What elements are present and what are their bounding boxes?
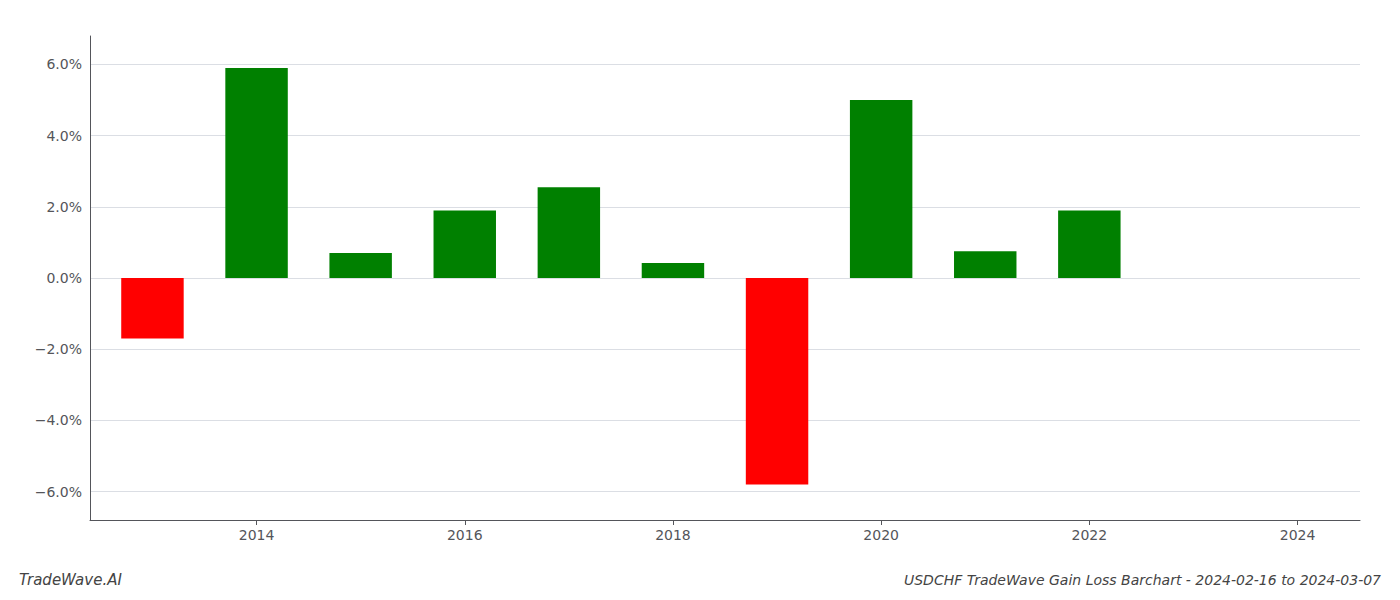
svg-text:4.0%: 4.0%	[46, 128, 82, 144]
svg-text:2016: 2016	[447, 527, 483, 543]
svg-text:2022: 2022	[1072, 527, 1108, 543]
svg-text:−4.0%: −4.0%	[35, 412, 82, 428]
svg-text:2018: 2018	[655, 527, 691, 543]
svg-text:USDCHF TradeWave Gain Loss Bar: USDCHF TradeWave Gain Loss Barchart - 20…	[904, 572, 1381, 588]
svg-text:6.0%: 6.0%	[46, 56, 82, 72]
svg-text:2024: 2024	[1280, 527, 1316, 543]
svg-text:−6.0%: −6.0%	[35, 484, 82, 500]
svg-text:2.0%: 2.0%	[46, 199, 82, 215]
svg-text:−2.0%: −2.0%	[35, 341, 82, 357]
svg-text:TradeWave.AI: TradeWave.AI	[19, 571, 122, 589]
svg-text:2014: 2014	[239, 527, 275, 543]
svg-text:2020: 2020	[863, 527, 899, 543]
svg-text:0.0%: 0.0%	[46, 270, 82, 286]
